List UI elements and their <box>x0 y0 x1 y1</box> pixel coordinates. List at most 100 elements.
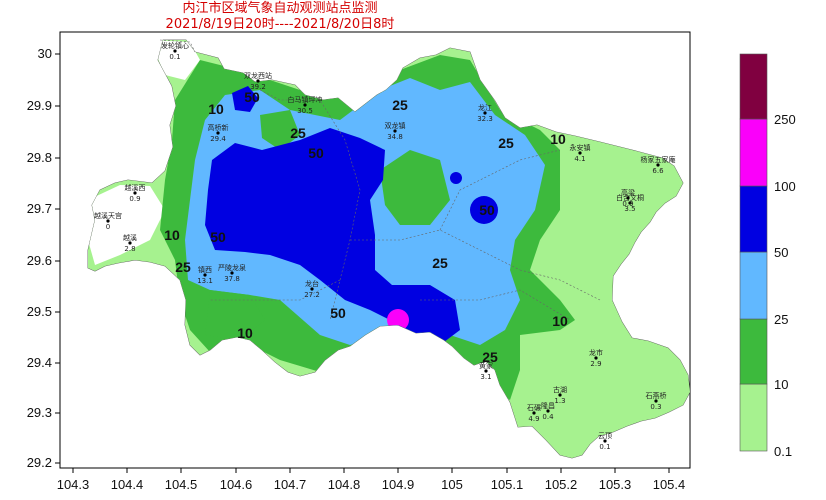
legend-colorbar: 0.1 10 25 50 100 250 <box>739 53 796 459</box>
station-dot <box>133 191 137 195</box>
station-name: 龙台 <box>305 279 319 288</box>
station: 龙江 32.3 <box>477 103 493 123</box>
legend-swatch <box>739 318 768 385</box>
station-dot <box>216 131 220 135</box>
station-name: 黄家 <box>479 361 493 370</box>
contour-label: 25 <box>498 135 514 151</box>
station-name: 隆昌 <box>541 401 555 410</box>
legend-level-label: 0.1 <box>774 444 792 459</box>
contour-label: 25 <box>392 97 408 113</box>
legend-level-label: 25 <box>774 312 788 327</box>
station-dot <box>310 287 314 291</box>
y-tick-label: 29.6 <box>27 253 52 268</box>
station-name: 白合文桐 <box>616 193 644 202</box>
no-rain-area <box>150 40 200 80</box>
station: 隆昌 0.4 <box>541 401 555 421</box>
y-axis: 30 29.9 29.8 29.7 29.6 29.5 29.4 29.3 29.2 <box>27 46 60 470</box>
y-tick-label: 30 <box>38 46 52 61</box>
station-value: 0 <box>106 223 110 231</box>
station-dot <box>128 241 132 245</box>
station: 石燕桥 0.3 <box>646 391 667 411</box>
station-dot <box>626 196 630 200</box>
station: 永安镇 4.1 <box>570 143 591 163</box>
contour-label: 10 <box>208 101 224 117</box>
station-dot <box>203 273 207 277</box>
band-dark-blue-cell <box>450 172 462 184</box>
station: 高桥新 29.4 <box>208 123 229 143</box>
legend-level-label: 100 <box>774 179 796 194</box>
no-rain-area <box>88 185 165 265</box>
x-tick-label: 105.2 <box>545 477 578 492</box>
station: 白马镇坪冲 30.5 <box>288 95 323 115</box>
station-value: 1.3 <box>554 397 565 405</box>
station-name: 杨家五家庵 <box>641 155 676 164</box>
station: 石碾 4.9 <box>527 404 541 423</box>
x-tick-label: 104.6 <box>220 477 253 492</box>
station-dot <box>393 129 397 133</box>
legend-level-label: 10 <box>774 377 788 392</box>
station-dot <box>230 271 234 275</box>
station-value: 3.5 <box>624 205 635 213</box>
station-name: 越溪天宫 <box>94 211 122 220</box>
x-tick-label: 104.8 <box>328 477 361 492</box>
station-name: 高桥新 <box>208 123 229 132</box>
station-dot <box>532 411 536 415</box>
station-markers: 发轮镇心 0.1 双龙西站 39.2 白马镇坪冲 30.5 双龙镇 34.8 高桥新 29.4 龙江… <box>94 41 676 451</box>
station-value: 13.1 <box>197 277 213 285</box>
contour-label: 10 <box>237 325 253 341</box>
y-tick-label: 29.7 <box>27 201 52 216</box>
y-tick-label: 29.2 <box>27 455 52 470</box>
district-boundaries <box>159 39 601 321</box>
station-name: 永安镇 <box>570 143 591 152</box>
station: 发轮镇心 0.1 <box>161 41 189 61</box>
band-green-island <box>205 290 265 340</box>
station-name: 越溪 <box>123 233 137 242</box>
station-dot <box>656 163 660 167</box>
station-dot <box>558 393 562 397</box>
station: 黄家 3.1 <box>479 361 493 381</box>
x-tick-label: 104.5 <box>165 477 198 492</box>
station-dot <box>578 151 582 155</box>
station: 双龙西站 39.2 <box>244 71 272 91</box>
station-value: 29.4 <box>210 135 226 143</box>
x-tick-label: 104.7 <box>274 477 307 492</box>
station-value: 30.5 <box>297 107 313 115</box>
station-value: 4.1 <box>574 155 585 163</box>
x-tick-label: 105.3 <box>599 477 632 492</box>
x-axis: 104.3 104.4 104.5 104.6 104.7 104.8 104.9 105 10… <box>57 468 685 492</box>
station: 龙台 27.2 <box>304 279 320 299</box>
station: 越溪天宫 0 <box>94 211 122 231</box>
station: 高梁 0.9 <box>621 188 635 208</box>
y-tick-label: 29.3 <box>27 405 52 420</box>
x-tick-label: 105 <box>441 477 463 492</box>
contour-label: 25 <box>482 349 498 365</box>
x-tick-label: 104.4 <box>111 477 144 492</box>
contour-label: 10 <box>552 313 568 329</box>
contour-label: 50 <box>308 145 324 161</box>
station-value: 3.1 <box>480 373 491 381</box>
station: 杨家五家庵 6.6 <box>641 155 676 175</box>
y-tick-label: 29.4 <box>27 355 52 370</box>
station: 云顶 0.1 <box>598 432 612 451</box>
station-value: 0.9 <box>129 195 140 203</box>
y-tick-label: 29.5 <box>27 304 52 319</box>
contour-label: 25 <box>290 125 306 141</box>
band-dark-blue-cell <box>470 196 498 224</box>
station-value: 6.6 <box>652 167 664 175</box>
x-tick-label: 104.3 <box>57 477 90 492</box>
station: 双龙镇 34.8 <box>385 121 406 141</box>
station-name: 石碾 <box>527 404 541 412</box>
station-name: 云顶 <box>598 432 612 440</box>
station-value: 27.2 <box>304 291 320 299</box>
contour-label: 25 <box>175 259 191 275</box>
station-dot <box>256 79 260 83</box>
station: 镇西 13.1 <box>197 265 213 285</box>
y-tick-label: 29.8 <box>27 150 52 165</box>
station-name: 龙江 <box>478 103 492 112</box>
contour-label: 10 <box>550 131 566 147</box>
x-tick-label: 104.9 <box>382 477 415 492</box>
contour-label: 50 <box>330 305 346 321</box>
rainfall-fill <box>88 40 690 458</box>
